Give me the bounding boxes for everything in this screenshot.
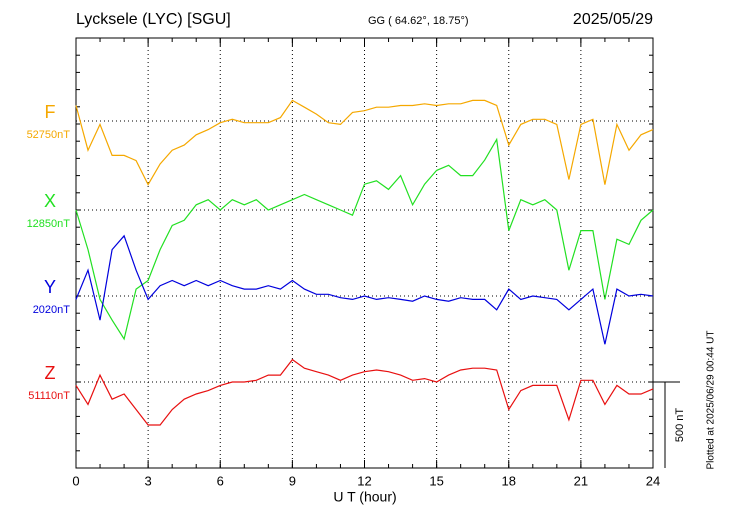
trace <box>75 99 654 186</box>
x-tick-label: 3 <box>145 473 152 488</box>
x-tick-label: 15 <box>429 473 443 488</box>
trace <box>75 234 654 345</box>
series-name: X <box>44 191 56 211</box>
baseline-label: 51110nT <box>28 390 70 402</box>
subtitle: GG ( 64.62°, 18.75°) <box>368 15 469 27</box>
x-tick-label: 24 <box>646 473 660 488</box>
series-name: Z <box>45 363 56 383</box>
x-axis-label: U T (hour) <box>333 489 396 505</box>
baseline-label: 12850nT <box>27 218 71 230</box>
x-tick-label: 18 <box>502 473 516 488</box>
trace <box>75 137 654 341</box>
x-tick-label: 12 <box>357 473 371 488</box>
series-name: F <box>45 102 56 122</box>
chart-title: Lycksele (LYC) [SGU] <box>76 11 231 28</box>
footnote: Plotted at 2025/06/29 00:44 UT <box>706 331 717 470</box>
scale-bar-label: 500 nT <box>674 408 686 443</box>
x-tick-label: 21 <box>574 473 588 488</box>
x-tick-label: 9 <box>289 473 296 488</box>
x-tick-label: 6 <box>217 473 224 488</box>
series-name: Y <box>44 277 56 297</box>
trace <box>75 358 654 426</box>
date: 2025/05/29 <box>573 11 653 28</box>
baseline-label: 52750nT <box>27 129 71 141</box>
baseline-label: 2020nT <box>33 304 71 316</box>
x-tick-label: 0 <box>72 473 79 488</box>
